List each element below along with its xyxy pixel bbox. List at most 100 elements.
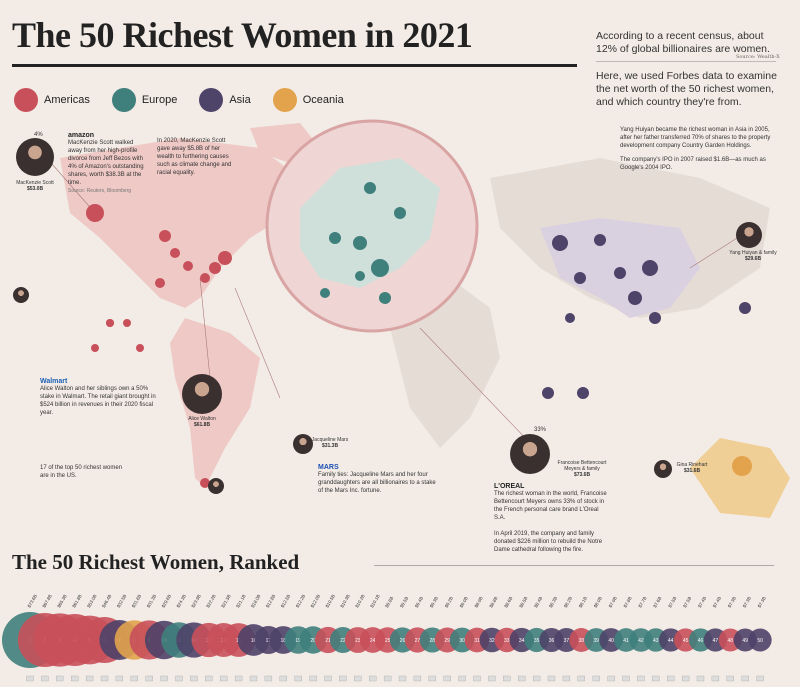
rank-number-48: 48 (728, 638, 734, 644)
rank-number-26: 26 (400, 638, 406, 644)
legend-label: Europe (141, 94, 178, 106)
country-flag-icon (41, 675, 49, 682)
legend-label: Asia (229, 94, 251, 106)
rank-value-label-1: $73.6B (27, 594, 38, 609)
rank-value-label-21: $10.5B (325, 594, 336, 609)
yang-note: Yang Huiyan became the richest woman in … (620, 127, 771, 149)
marker-kroenke (155, 278, 165, 288)
country-flag-icon (26, 675, 34, 682)
americas-markers (86, 204, 232, 488)
legend-item-asia: Asia (199, 88, 251, 112)
yang-portrait (736, 222, 762, 248)
marker-victoria-mars (200, 273, 210, 283)
rank-value-label-26: $9.5B (399, 596, 409, 609)
marker-klatten (371, 259, 389, 277)
country-flag-icon (309, 675, 317, 682)
country-flag-icon (518, 675, 526, 682)
country-flag-icon (85, 675, 94, 682)
country-flag-icon (383, 675, 392, 682)
country-flag-icon (220, 675, 228, 682)
country-flag-icon (622, 675, 630, 682)
rank-value-label-33: $8.6B (503, 596, 513, 609)
walton-note: Alice Walton and her siblings own a 50% … (40, 386, 156, 416)
rank-number-17: 17 (266, 638, 272, 644)
walton-name: Alice Walton $61.8B (172, 416, 232, 428)
marker-stryker (159, 230, 171, 242)
rank-value-label-24: $10.1B (369, 594, 380, 609)
rank-value-label-45: $7.5B (682, 596, 692, 609)
powell-portrait (13, 287, 29, 303)
asia-markers (542, 234, 751, 399)
rank-value-label-7: $32.5B (116, 594, 127, 609)
scott-name: MacKenzie Scott $53.0B (8, 180, 62, 192)
jmars-portrait (293, 434, 313, 454)
rank-number-33: 33 (504, 638, 510, 644)
rank-value-label-32: $8.8B (488, 596, 498, 609)
marker-johnson-ax (364, 182, 376, 194)
rank-number-23: 23 (355, 638, 361, 644)
meyers-note: The richest woman in the world, Francois… (494, 491, 607, 521)
jmars-name-text: Jacqueline Mars (311, 437, 349, 443)
marker-blocher (355, 271, 365, 281)
rank-value-label-4: $61.8B (71, 594, 82, 609)
ranked-bubble-chart: 1$73.6B2$67.8B3$65.3B4$61.8B5$53.0B6$46.… (2, 594, 772, 682)
rank-value-label-18: $12.5B (280, 594, 291, 609)
country-flag-icon (205, 675, 213, 682)
jmars-name: Jacqueline Mars $31.3B (305, 437, 355, 449)
rinehart-worth: $31.6B (683, 468, 701, 474)
country-flag-icon (160, 675, 168, 682)
yang-worth: $29.6B (744, 256, 762, 262)
intro-divider (596, 61, 776, 62)
country-flag-icon (413, 675, 422, 682)
rank-number-41: 41 (623, 638, 629, 644)
marker-koch (209, 262, 221, 274)
rank-value-label-42: $7.7B (637, 596, 647, 609)
marker-fan (552, 235, 568, 251)
marker-rausing (394, 207, 406, 219)
ranked-section-title: The 50 Richest Women, Ranked (12, 550, 300, 574)
rank-number-32: 32 (489, 638, 495, 644)
marker-rinehart (732, 456, 752, 476)
rank-value-label-34: $8.5B (518, 596, 528, 609)
rank-value-label-8: $31.6B (131, 594, 142, 609)
country-flag-icon (100, 675, 109, 682)
rank-number-24: 24 (370, 638, 376, 644)
rank-value-label-31: $8.9B (474, 596, 484, 609)
marker-hendricks (183, 261, 193, 271)
rank-value-label-43: $7.6B (652, 596, 662, 609)
legend-item-europe: Europe (111, 88, 178, 112)
rinehart-name-text: Gina Rinehart (676, 462, 708, 468)
country-flag-icon (398, 675, 407, 682)
rank-number-44: 44 (668, 638, 674, 644)
rank-value-label-41: $7.8B (623, 596, 633, 609)
leader-lines (44, 155, 746, 444)
scott-name-text: MacKenzie Scott (16, 180, 54, 186)
meyers-callout: L'OREAL The richest woman in the world, … (494, 483, 609, 554)
legend-item-oceania: Oceania (272, 88, 344, 112)
country-flag-icon (577, 675, 585, 682)
country-flag-icon (562, 675, 571, 682)
country-flag-icon (592, 675, 600, 682)
title-divider (12, 64, 577, 67)
country-flag-icon (56, 675, 64, 682)
intro-method: Here, we used Forbes data to examine the… (596, 70, 777, 108)
map-markers (86, 182, 752, 488)
rank-value-label-40: $7.9B (608, 596, 618, 609)
rank-value-label-6: $46.4B (101, 594, 112, 609)
rank-value-label-29: $9.2B (444, 596, 454, 609)
jmars-worth: $31.3B (321, 443, 339, 449)
legend-item-americas: Americas (14, 88, 90, 112)
rinehart-name: Gina Rinehart $31.6B (672, 462, 712, 474)
country-flag-icon (234, 675, 243, 682)
world-map (44, 119, 790, 518)
scott-callout: amazon MacKenzie Scott walked away from … (68, 132, 144, 195)
rank-number-30: 30 (459, 638, 465, 644)
country-flag-icon (637, 675, 645, 682)
meyers-name: Francoise Bettencourt Meyers & family $73… (552, 460, 612, 478)
rank-number-28: 28 (430, 638, 436, 644)
rank-value-label-9: $31.3B (146, 594, 157, 609)
rank-value-label-14: $21.5B (220, 594, 231, 609)
country-flag-icon (726, 675, 734, 682)
rank-value-label-17: $12.8B (265, 594, 276, 609)
country-flag-icon (354, 675, 362, 682)
